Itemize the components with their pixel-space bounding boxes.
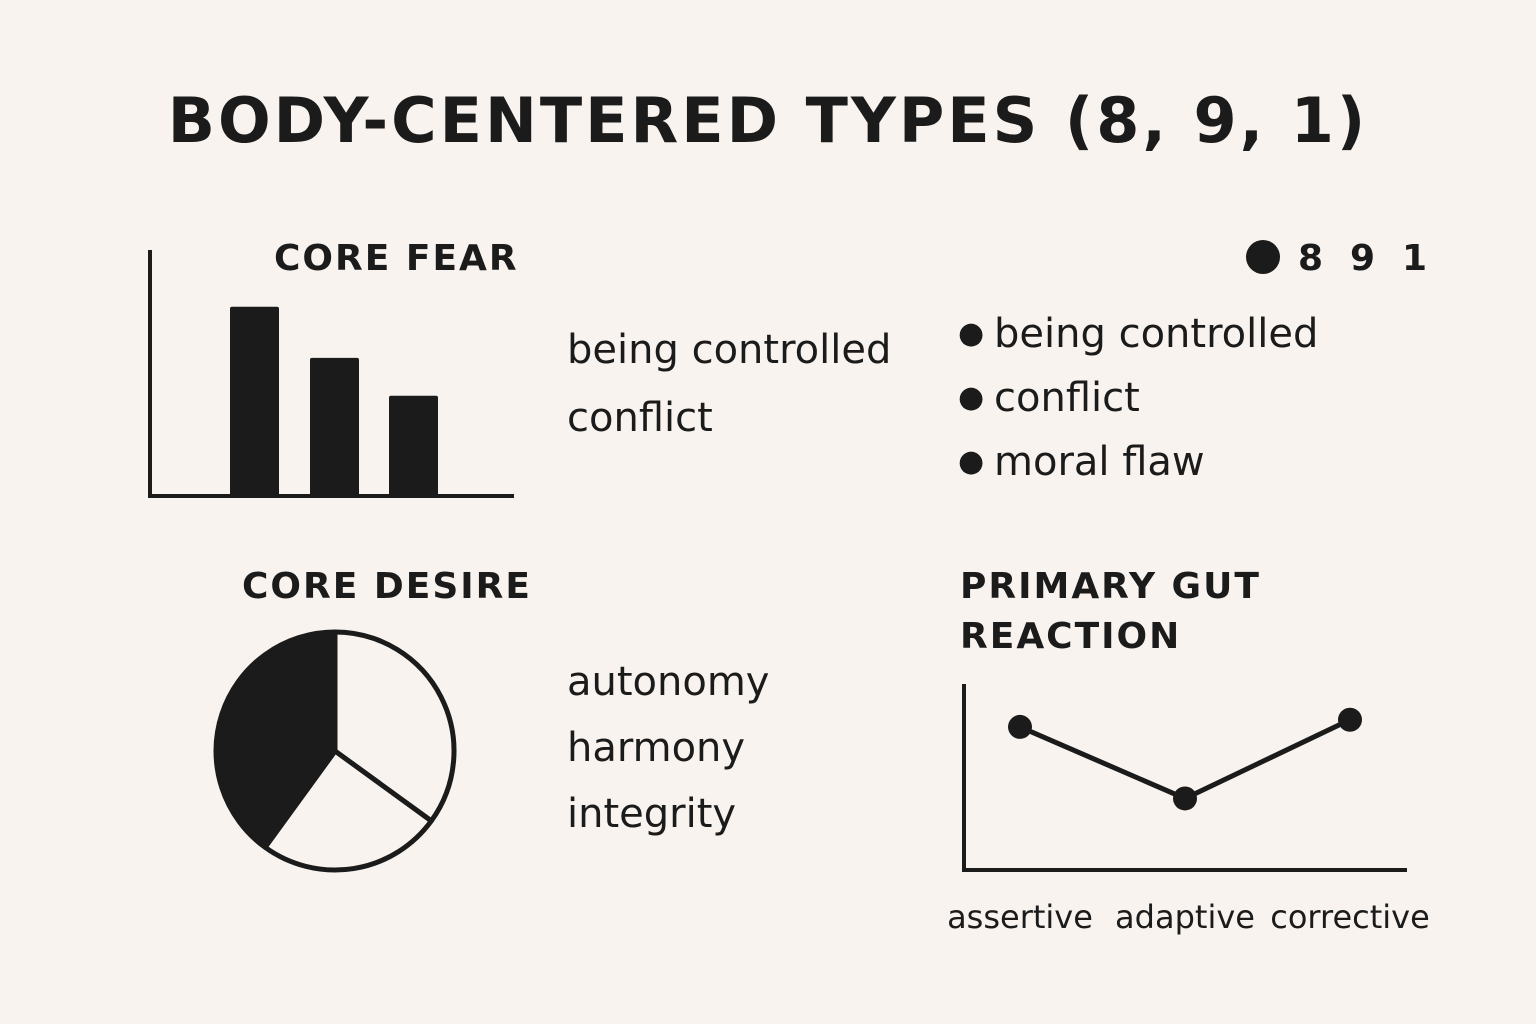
pie-slice [262,748,434,873]
list-item: ● being controlled [958,302,1318,366]
data-point [1173,786,1197,811]
pie-group [213,629,457,873]
core-fear-item: being controlled [567,327,892,373]
core-fear-item: conflict [567,395,713,441]
pie-slice [332,629,457,824]
x-tick-label: adaptive [1115,898,1255,936]
x-tick-label: corrective [1270,898,1430,936]
bullet-text: conflict [994,375,1140,421]
pie-slice [213,629,338,850]
bar [230,306,279,496]
legend-label: 1 [1402,238,1430,279]
legend-label: 9 [1350,238,1378,279]
bullet-text: being controlled [994,311,1319,357]
bullet-text: moral flaw [994,439,1205,485]
gut-reaction-line-chart: assertive adaptive corrective [947,684,1430,936]
bar-group [230,306,438,496]
heading-line: REACTION [960,616,1182,658]
line-group: assertive adaptive corrective [947,707,1430,936]
bar [310,357,359,496]
core-desire-pie-chart [213,629,457,873]
core-fear-heading: CORE FEAR [274,238,519,279]
data-point [1338,707,1362,732]
bullet-icon: ● [958,444,985,479]
legend-dot-icon [1246,240,1280,274]
list-item: ● moral flaw [958,430,1318,494]
x-tick-label: assertive [947,898,1093,936]
bar [389,395,438,496]
gut-reaction-heading: PRIMARY GUT REACTION [960,562,1261,663]
core-fear-bar-chart [148,250,514,498]
core-fear-bullet-list: ● being controlled ● conflict ● moral flaw [958,302,1318,494]
data-point [1008,714,1032,739]
legend-label: 8 [1298,238,1326,279]
core-desire-item: autonomy [567,659,770,705]
list-item: ● conflict [958,366,1318,430]
bullet-icon: ● [958,380,985,415]
page-title: BODY-CENTERED TYPES (8, 9, 1) [167,84,1369,157]
bullet-icon: ● [958,316,985,351]
heading-line: PRIMARY GUT [960,566,1261,607]
core-desire-heading: CORE DESIRE [242,566,532,607]
core-desire-item: harmony [567,725,746,771]
core-desire-item: integrity [567,791,737,837]
